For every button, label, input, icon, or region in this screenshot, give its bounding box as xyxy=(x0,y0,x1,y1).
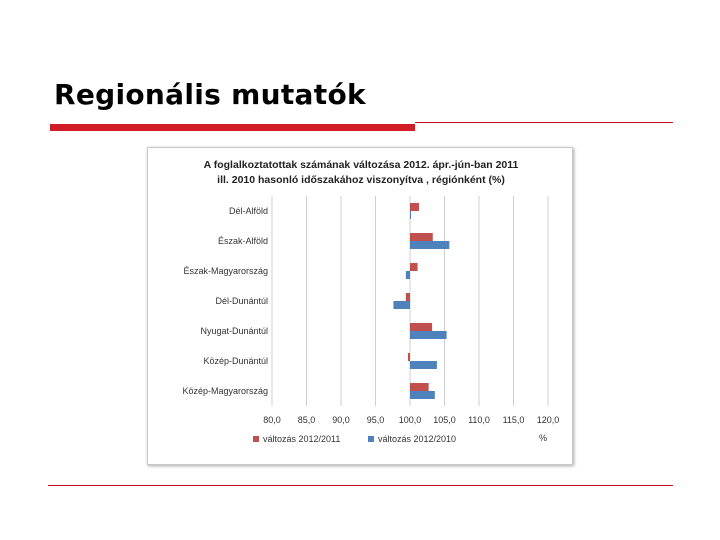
bar-series-1 xyxy=(405,293,410,301)
bar-series-2 xyxy=(410,331,447,339)
x-tick-label: 95,0 xyxy=(367,415,385,425)
category-label: Észak-Alföld xyxy=(218,236,268,246)
bar-series-1 xyxy=(410,203,419,211)
x-tick-label: 120,0 xyxy=(537,415,560,425)
chart-title-line-1: A foglalkoztatottak számának változása 2… xyxy=(204,159,519,171)
bar-series-1 xyxy=(407,353,410,361)
bar-series-2 xyxy=(393,301,410,309)
bars xyxy=(393,203,450,399)
x-tick-label: 110,0 xyxy=(468,415,490,425)
x-tick-label: 80,0 xyxy=(263,415,281,425)
legend-swatch xyxy=(253,436,259,442)
bar-series-1 xyxy=(410,263,418,271)
category-label: Közép-Dunántúl xyxy=(203,356,268,366)
footer-rule xyxy=(48,485,673,486)
category-labels: Dél-Alföld Észak-Alföld Észak-Magyarország… xyxy=(182,206,268,396)
x-tick-label: 115,0 xyxy=(503,415,525,425)
bar-series-2 xyxy=(410,211,411,219)
bar-series-1 xyxy=(410,233,433,241)
category-label: Közép-Magyarország xyxy=(182,386,268,396)
category-label: Dél-Dunántúl xyxy=(215,296,268,306)
legend-swatch xyxy=(368,436,374,442)
x-tick-label: 100,0 xyxy=(399,415,422,425)
chart-frame: A foglalkoztatottak számának változása 2… xyxy=(147,147,573,465)
x-tick-label: 85,0 xyxy=(298,415,316,425)
title-underline-accent xyxy=(50,124,415,131)
bar-chart: A foglalkoztatottak számának változása 2… xyxy=(182,159,559,444)
bar-series-1 xyxy=(410,383,429,391)
bar-series-2 xyxy=(410,241,450,249)
x-axis-ticks: 80,0 85,0 90,0 95,0 100,0 105,0 110,0 115,0 120,… xyxy=(263,415,559,425)
slide-title: Regionális mutatók xyxy=(54,78,366,111)
category-label: Nyugat-Dunántúl xyxy=(200,326,268,336)
bar-series-2 xyxy=(405,271,410,279)
chart-title-line-2: ill. 2010 hasonló időszakához viszonyítv… xyxy=(217,174,505,186)
bar-series-1 xyxy=(410,323,433,331)
legend: változás 2012/2011 változás 2012/2010 xyxy=(253,434,456,444)
category-label: Dél-Alföld xyxy=(229,206,268,216)
bar-series-2 xyxy=(410,361,437,369)
category-label: Észak-Magyarország xyxy=(183,266,268,276)
legend-label: változás 2012/2010 xyxy=(378,434,456,444)
bar-series-2 xyxy=(410,391,435,399)
x-tick-label: 90,0 xyxy=(332,415,350,425)
unit-label: % xyxy=(539,433,547,443)
legend-label: változás 2012/2011 xyxy=(263,434,340,444)
title-underline-thin xyxy=(415,122,673,123)
x-tick-label: 105,0 xyxy=(433,415,456,425)
